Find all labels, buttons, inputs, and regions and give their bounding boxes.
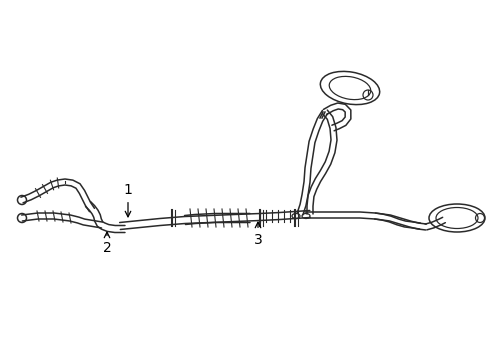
Text: 2: 2 bbox=[102, 232, 111, 255]
Text: 1: 1 bbox=[123, 183, 132, 217]
Text: 3: 3 bbox=[253, 222, 262, 247]
